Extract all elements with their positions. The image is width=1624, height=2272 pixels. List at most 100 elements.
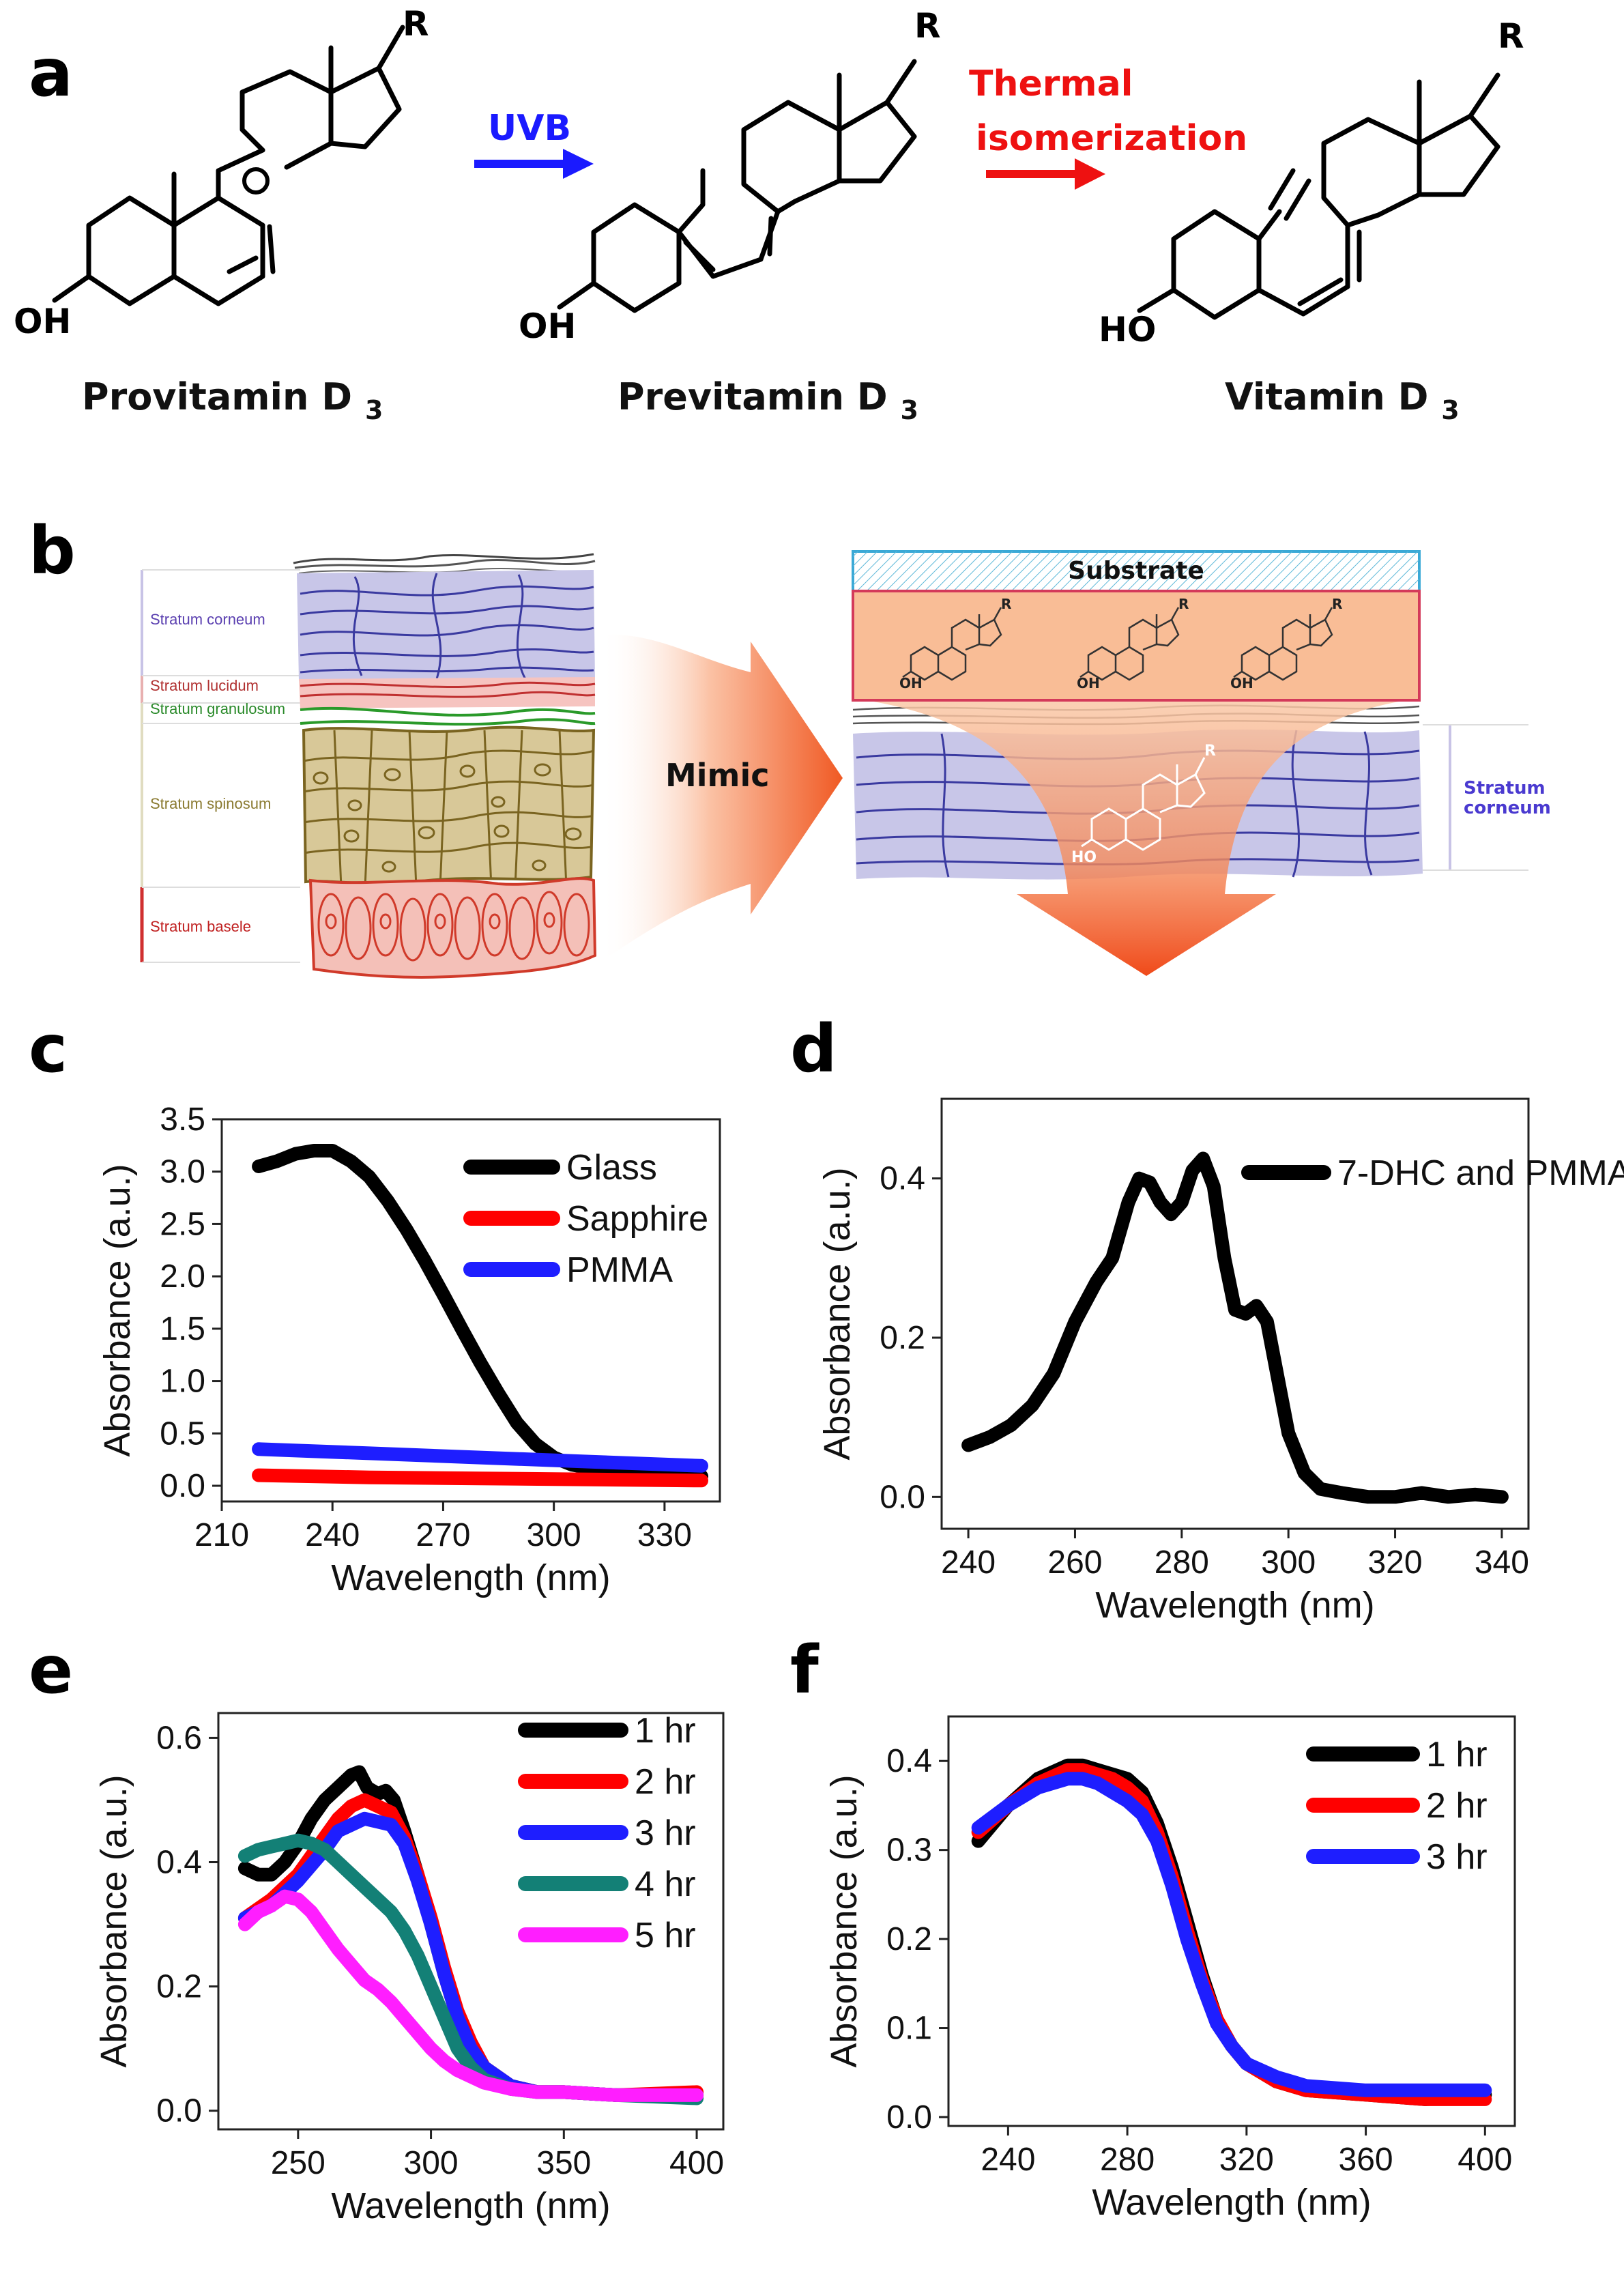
vitamin-r: R bbox=[1498, 16, 1524, 56]
corneum-label-2: corneum bbox=[1464, 798, 1551, 818]
mimic-label: Mimic bbox=[665, 757, 770, 794]
x-tick-label: 300 bbox=[1261, 1544, 1316, 1581]
y-tick-label: 0.1 bbox=[886, 2011, 932, 2047]
y-tick-label: 3.0 bbox=[160, 1154, 205, 1190]
legend-label: 2 hr bbox=[635, 1762, 696, 1802]
series-line-7-dhc-and-pmma bbox=[961, 1151, 1509, 1504]
x-axis-title: Wavelength (nm) bbox=[331, 1557, 610, 1598]
label-stratum-corneum: Stratum corneum bbox=[150, 611, 265, 628]
previtamin-r: R bbox=[914, 6, 941, 46]
y-tick-label: 0.0 bbox=[160, 1468, 205, 1504]
plot-frame bbox=[947, 1715, 1516, 2127]
thermal-arrow bbox=[986, 158, 1105, 190]
series-line-sapphire bbox=[252, 1468, 708, 1488]
x-tick-label: 300 bbox=[404, 2145, 459, 2181]
chart-c: 210 240 270 300 330 0.0 0.5 1.0 1.5 2.0 2.5 3.0 3.5 W… bbox=[97, 1102, 721, 1598]
film-r-2: R bbox=[1178, 596, 1189, 612]
legend-label: 2 hr bbox=[1426, 1786, 1488, 1826]
y-tick-label: 2.5 bbox=[160, 1206, 205, 1242]
x-tick-label: 400 bbox=[1458, 2142, 1512, 2178]
y-tick-label: 1.0 bbox=[160, 1364, 205, 1400]
y-tick-label: 0.2 bbox=[886, 1921, 932, 1957]
film-oh-3: OH bbox=[1230, 675, 1253, 691]
panel-letter-a: a bbox=[29, 35, 73, 111]
y-tick-label: 0.0 bbox=[156, 2093, 202, 2129]
legend-label: 3 hr bbox=[1426, 1837, 1488, 1877]
provitamin-label: Provitamin D 3 bbox=[82, 375, 383, 425]
panel-letter-c: c bbox=[29, 1011, 68, 1087]
series-line-3-hr bbox=[971, 1772, 1492, 2097]
vitamin-label: Vitamin D 3 bbox=[1225, 375, 1460, 425]
legend-label: 4 hr bbox=[635, 1865, 696, 1904]
x-axis-title: Wavelength (nm) bbox=[331, 2185, 610, 2226]
y-tick-label: 0.4 bbox=[886, 1743, 932, 1779]
thermal-label-1: Thermal bbox=[969, 63, 1133, 104]
film-oh-2: OH bbox=[1077, 675, 1100, 691]
film-oh-1: OH bbox=[899, 675, 923, 691]
legend-label: Sapphire bbox=[566, 1199, 708, 1239]
molecule-vitamin: HO R bbox=[1099, 16, 1524, 349]
x-tick-label: 270 bbox=[416, 1517, 470, 1553]
molecule-previtamin: OH R bbox=[519, 6, 941, 346]
funnel-molecule bbox=[1081, 757, 1206, 851]
y-tick-label: 0.5 bbox=[160, 1415, 205, 1452]
corneum-label-1: Stratum bbox=[1464, 778, 1546, 799]
x-tick-label: 340 bbox=[1475, 1544, 1529, 1581]
substrate-layer: Substrate bbox=[852, 550, 1421, 592]
skin-layer-labels: Stratum corneum Stratum lucidum Stratum … bbox=[140, 569, 300, 963]
chart-f: 240 280 320 360 400 0.0 0.1 0.2 0.3 0.4 Wavelength… bbox=[824, 1715, 1516, 2223]
funnel-r: R bbox=[1204, 743, 1216, 760]
vitamin-ho: HO bbox=[1099, 310, 1156, 349]
legend-label: PMMA bbox=[566, 1250, 673, 1290]
x-tick-label: 400 bbox=[669, 2145, 724, 2181]
y-axis-title: Absorbance (a.u.) bbox=[93, 1774, 134, 2067]
y-tick-label: 0.4 bbox=[880, 1161, 925, 1197]
label-stratum-basele: Stratum basele bbox=[150, 918, 251, 935]
legend-label: 1 hr bbox=[1426, 1735, 1488, 1774]
y-tick-label: 1.5 bbox=[160, 1311, 205, 1347]
chart-d: 240 260 280 300 320 340 0.0 0.2 0.4 Wavelength (n… bbox=[817, 1097, 1624, 1626]
plot-frame bbox=[940, 1097, 1530, 1530]
x-tick-label: 300 bbox=[527, 1517, 581, 1553]
funnel-ho: HO bbox=[1071, 849, 1097, 866]
film-layer bbox=[852, 590, 1421, 702]
x-tick-label: 280 bbox=[1100, 2142, 1155, 2178]
x-tick-label: 240 bbox=[941, 1544, 996, 1581]
uvb-arrow bbox=[474, 149, 594, 179]
legend-label: 1 hr bbox=[635, 1711, 696, 1751]
series-line-3-hr bbox=[237, 1811, 704, 2102]
y-axis-title: Absorbance (a.u.) bbox=[817, 1167, 858, 1460]
legend-label: 3 hr bbox=[635, 1813, 696, 1853]
mimic-arrow bbox=[600, 634, 843, 962]
plot-frame bbox=[220, 1118, 721, 1503]
series-line-5-hr bbox=[237, 1889, 704, 2102]
x-axis-title: Wavelength (nm) bbox=[1095, 1585, 1374, 1626]
label-stratum-granulosum: Stratum granulosum bbox=[150, 700, 285, 717]
x-tick-label: 240 bbox=[981, 2142, 1035, 2178]
previtamin-oh: OH bbox=[519, 306, 576, 346]
legend-label: Glass bbox=[566, 1148, 657, 1188]
substrate-label: Substrate bbox=[1068, 557, 1204, 585]
chart-e: 250 300 350 400 0.0 0.2 0.4 0.6 Wavelength (nm) A… bbox=[93, 1711, 725, 2226]
x-tick-label: 350 bbox=[536, 2145, 591, 2181]
y-tick-label: 0.0 bbox=[880, 1479, 925, 1515]
x-tick-label: 210 bbox=[194, 1517, 249, 1553]
penetration-arrow bbox=[873, 702, 1399, 976]
panel-letter-e: e bbox=[29, 1632, 73, 1708]
x-tick-label: 260 bbox=[1047, 1544, 1102, 1581]
x-tick-label: 330 bbox=[637, 1517, 692, 1553]
legend-label: 5 hr bbox=[635, 1916, 696, 1955]
y-axis-title: Absorbance (a.u.) bbox=[824, 1774, 865, 2067]
y-tick-label: 3.5 bbox=[160, 1102, 205, 1138]
film-molecules bbox=[902, 607, 1333, 681]
y-tick-label: 0.0 bbox=[886, 2099, 932, 2136]
x-tick-label: 320 bbox=[1367, 1544, 1422, 1581]
series-line-pmma bbox=[252, 1442, 708, 1473]
plot-frame bbox=[217, 1712, 725, 2131]
thermal-label-2: isomerization bbox=[976, 118, 1247, 159]
film-r-1: R bbox=[1001, 596, 1011, 612]
y-tick-label: 0.2 bbox=[880, 1320, 925, 1356]
y-tick-label: 2.0 bbox=[160, 1259, 205, 1295]
legend-label: 7-DHC and PMMA bbox=[1337, 1153, 1624, 1193]
